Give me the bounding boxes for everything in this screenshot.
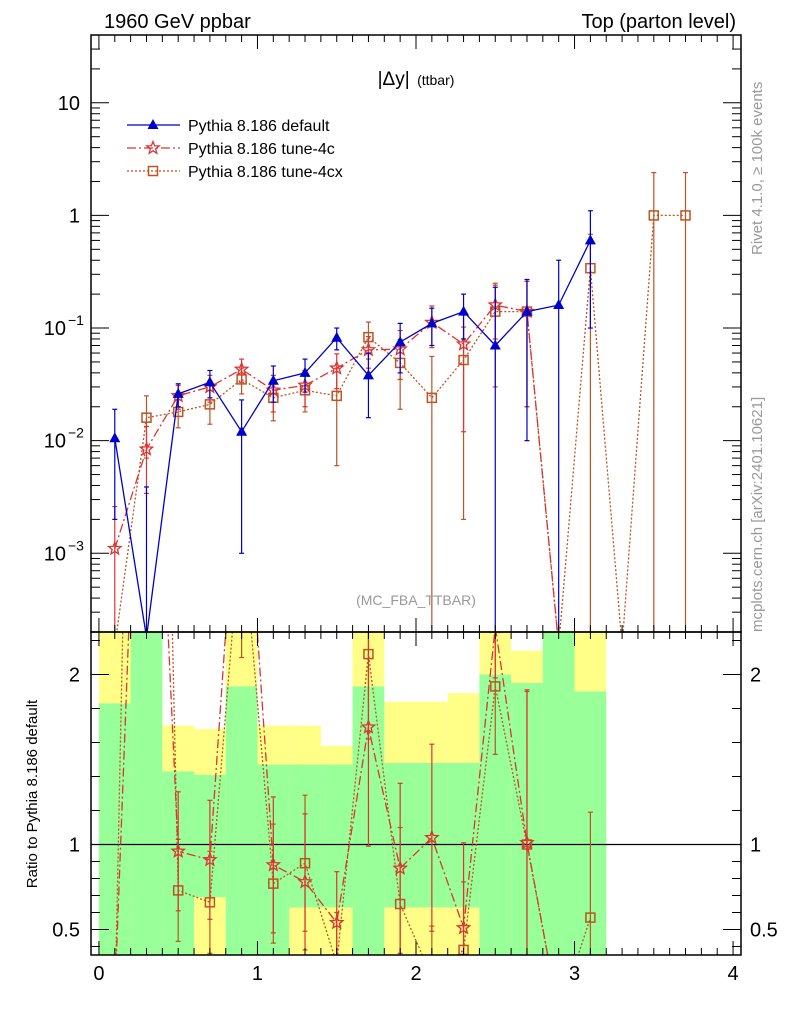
data-point (521, 305, 533, 316)
data-point (331, 331, 343, 342)
data-point (233, 361, 250, 377)
series-line-default (114, 240, 591, 632)
data-point (328, 359, 345, 375)
data-point (490, 681, 501, 692)
y-tick-exponent: −3 (68, 537, 84, 553)
data-point (236, 425, 248, 436)
series-line-tune4cx (115, 632, 592, 955)
data-point (618, 642, 627, 651)
header-left: 1960 GeV ppbar (104, 11, 251, 33)
y-tick-label: 10 (58, 93, 80, 115)
data-point (680, 210, 691, 221)
band-green (542, 632, 575, 955)
legend-label-default: Pythia 8.186 default (188, 118, 330, 135)
x-tick-label: 4 (728, 963, 739, 985)
data-point (360, 718, 377, 734)
ratio-plot-series (109, 158, 596, 1020)
data-point (140, 158, 152, 170)
data-point (553, 1008, 565, 1020)
band-green (130, 632, 163, 955)
ratio-y-tick-label: 2 (69, 665, 80, 687)
data-point (204, 376, 216, 387)
ratio-uncertainty-bands (91, 632, 741, 955)
band-green (225, 686, 258, 955)
data-point (299, 366, 311, 377)
plot-title: |Δy| (ttbar) (378, 69, 455, 90)
legend-marker-default (147, 119, 159, 129)
data-point (297, 873, 313, 889)
x-tick-label: 2 (410, 963, 421, 985)
data-point (138, 440, 155, 456)
data-point (584, 234, 596, 245)
watermark: (MC_FBA_TTBAR) (356, 592, 476, 608)
data-point (519, 834, 535, 850)
legend-label-tune4c: Pythia 8.186 tune-4c (188, 141, 335, 158)
data-point (328, 914, 345, 930)
data-point (106, 540, 123, 556)
data-point (455, 919, 472, 935)
legend: Pythia 8.186 default Pythia 8.186 tune-4c… (127, 118, 343, 181)
y-tick-exponent: −1 (68, 312, 84, 328)
ratio-y-tick-label: 0.5 (52, 920, 80, 942)
data-point (585, 912, 596, 923)
data-point (110, 1010, 119, 1019)
series-line-tune4c (115, 632, 549, 955)
legend-label-tune4cx: Pythia 8.186 tune-4cx (188, 164, 343, 181)
ratio-y-tick-label-right: 2 (750, 665, 761, 687)
y-tick-exponent: −2 (68, 425, 84, 441)
x-tick-label: 0 (93, 963, 104, 985)
plot-title-main: |Δy| (378, 69, 410, 90)
x-tick-label: 3 (569, 963, 580, 985)
series-line-tune4c (114, 304, 559, 632)
y-tick-label: 1 (69, 205, 80, 227)
plot-title-sub: (ttbar) (417, 72, 454, 88)
series-tune4c (109, 158, 596, 1020)
data-point (267, 374, 279, 385)
y-tick-label: 10 (44, 543, 66, 565)
data-point (423, 829, 440, 845)
data-point (553, 299, 565, 310)
side-rivet-label: Rivet 4.1.0, ≥ 100k events (749, 82, 766, 255)
data-point (332, 959, 341, 968)
ratio-y-tick-label-right: 1 (750, 835, 761, 857)
y-tick-label: 10 (44, 318, 66, 340)
data-point (455, 335, 472, 351)
data-point (109, 991, 121, 1003)
data-point (202, 851, 218, 867)
data-point (172, 387, 184, 398)
x-tick-label: 1 (252, 963, 263, 985)
data-point (427, 973, 436, 982)
legend-marker-tune4cx (147, 165, 159, 177)
series-default (109, 210, 596, 632)
legend-marker-tune4c (145, 139, 161, 155)
data-point (489, 339, 501, 350)
data-point (426, 317, 438, 328)
main-plot-series (106, 172, 691, 651)
ratio-y-tick-label-right: 0.5 (750, 920, 778, 942)
band-green (98, 703, 131, 955)
data-point (426, 392, 438, 404)
data-point (265, 856, 282, 872)
data-point (458, 305, 470, 316)
data-point (331, 390, 342, 402)
data-point (109, 432, 121, 443)
side-mcplots-label: mcplots.cern.ch [arXiv:2401.10621] (749, 397, 766, 632)
header-right: Top (parton level) (581, 11, 736, 33)
data-point (648, 210, 660, 221)
series-line-tune4cx (116, 214, 686, 632)
ratio-ylabel: Ratio to Pythia 8.186 default (24, 699, 41, 888)
data-point (141, 412, 152, 423)
data-point (362, 369, 374, 380)
data-point (392, 860, 409, 876)
data-point (170, 843, 187, 859)
ratio-y-tick-label: 1 (69, 835, 80, 857)
data-point (554, 1010, 563, 1019)
data-point (394, 336, 406, 347)
y-tick-label: 10 (44, 431, 66, 453)
data-point (584, 1008, 596, 1020)
